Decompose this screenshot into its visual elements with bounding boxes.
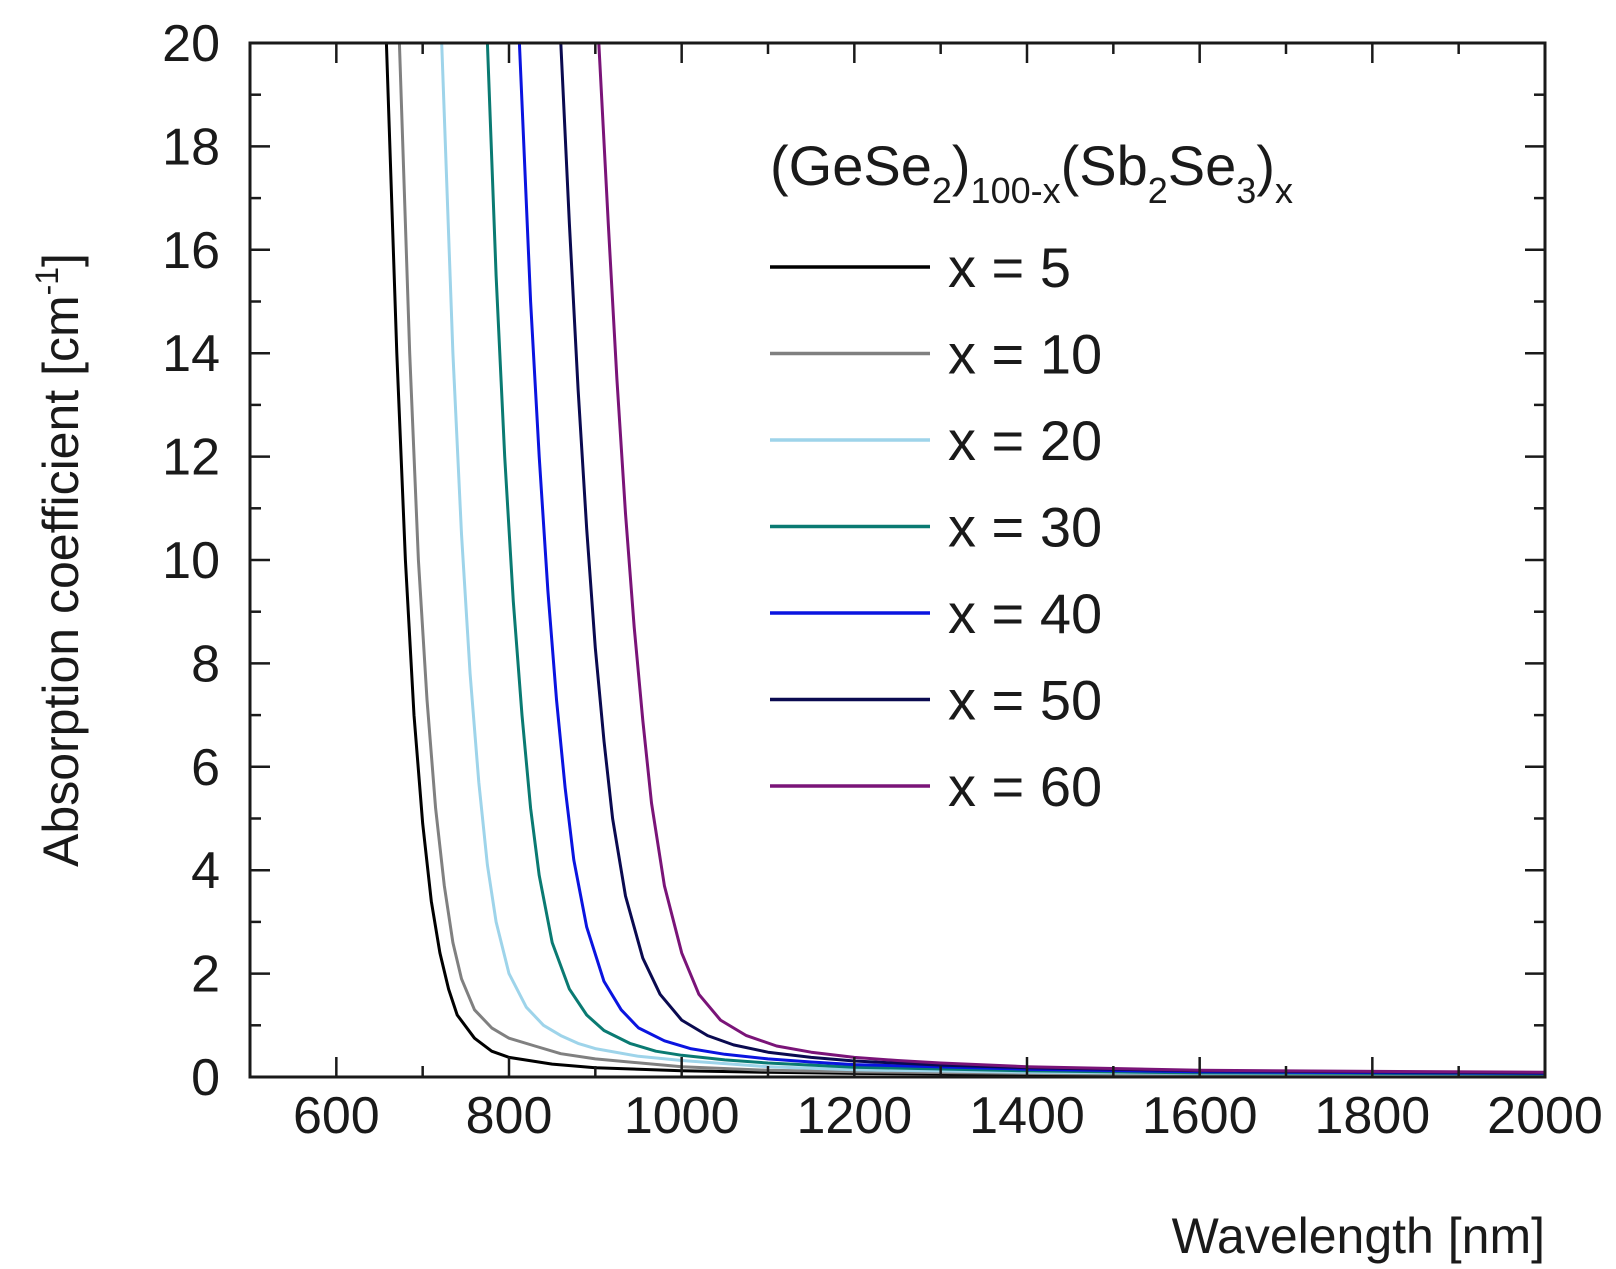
y-axis-title-superscript: -1 [29, 267, 65, 295]
y-tick-label: 20 [162, 15, 220, 73]
y-tick-label: 10 [162, 532, 220, 590]
y-axis-title: Absorption coefficient [cm-1] [29, 253, 89, 867]
y-tick-label: 18 [162, 118, 220, 176]
legend-label: x = 40 [948, 582, 1102, 645]
legend-label: x = 5 [948, 236, 1071, 299]
legend-title: (GeSe2)100-x(Sb2Se3)x [770, 134, 1293, 211]
x-tick-label: 2000 [1487, 1087, 1603, 1145]
x-tick-label: 800 [466, 1087, 553, 1145]
legend-title-sub: 100-x [971, 170, 1061, 211]
legend-title-part: Se [1168, 134, 1237, 197]
series-line [597, 43, 1545, 1074]
legend-label: x = 20 [948, 409, 1102, 472]
legend: x = 5 x = 10 x = 20 x = 30 x = 40 x = 50 x = 6… [770, 236, 1102, 818]
legend-title-sub: x [1275, 170, 1293, 211]
y-tick-labels: 0 2 4 6 8 10 12 14 16 18 20 [162, 15, 220, 1107]
y-tick-label: 12 [162, 429, 220, 487]
legend-title-part: (Sb [1061, 134, 1148, 197]
legend-label: x = 10 [948, 323, 1102, 386]
y-axis-title-close: ] [33, 253, 89, 267]
series-line [485, 43, 1545, 1076]
x-tick-label: 1800 [1314, 1087, 1430, 1145]
series-lines [384, 43, 1545, 1077]
series-line [440, 43, 1545, 1076]
y-tick-label: 2 [191, 946, 220, 1004]
y-tick-label: 0 [191, 1049, 220, 1107]
y-tick-label: 8 [191, 635, 220, 693]
legend-label: x = 60 [948, 755, 1102, 818]
legend-title-part: ) [952, 134, 971, 197]
legend-title-part: (GeSe [770, 134, 932, 197]
x-tick-labels: 600 800 1000 1200 1400 1600 1800 2000 [293, 1087, 1603, 1145]
x-axis-title: Wavelength [nm] [1172, 1208, 1545, 1264]
x-tick-label: 1600 [1142, 1087, 1258, 1145]
x-tick-label: 1400 [969, 1087, 1085, 1145]
legend-title-sub: 3 [1236, 170, 1256, 211]
y-tick-label: 4 [191, 842, 220, 900]
series-line [397, 43, 1545, 1077]
x-tick-label: 600 [293, 1087, 380, 1145]
y-tick-label: 14 [162, 325, 220, 383]
legend-label: x = 50 [948, 669, 1102, 732]
legend-title-part: ) [1256, 134, 1275, 197]
x-tick-label: 1200 [796, 1087, 912, 1145]
x-tick-label: 1000 [624, 1087, 740, 1145]
series-line [517, 43, 1545, 1075]
plot-frame [248, 41, 1547, 1079]
y-tick-label: 6 [191, 739, 220, 797]
y-axis-title-main: Absorption coefficient [cm [33, 295, 89, 867]
series-line [384, 43, 1545, 1077]
legend-title-sub: 2 [1148, 170, 1168, 211]
series-line [559, 43, 1545, 1075]
legend-title-sub: 2 [932, 170, 952, 211]
axis-ticks [248, 41, 1547, 1079]
y-tick-label: 16 [162, 222, 220, 280]
legend-label: x = 30 [948, 496, 1102, 559]
